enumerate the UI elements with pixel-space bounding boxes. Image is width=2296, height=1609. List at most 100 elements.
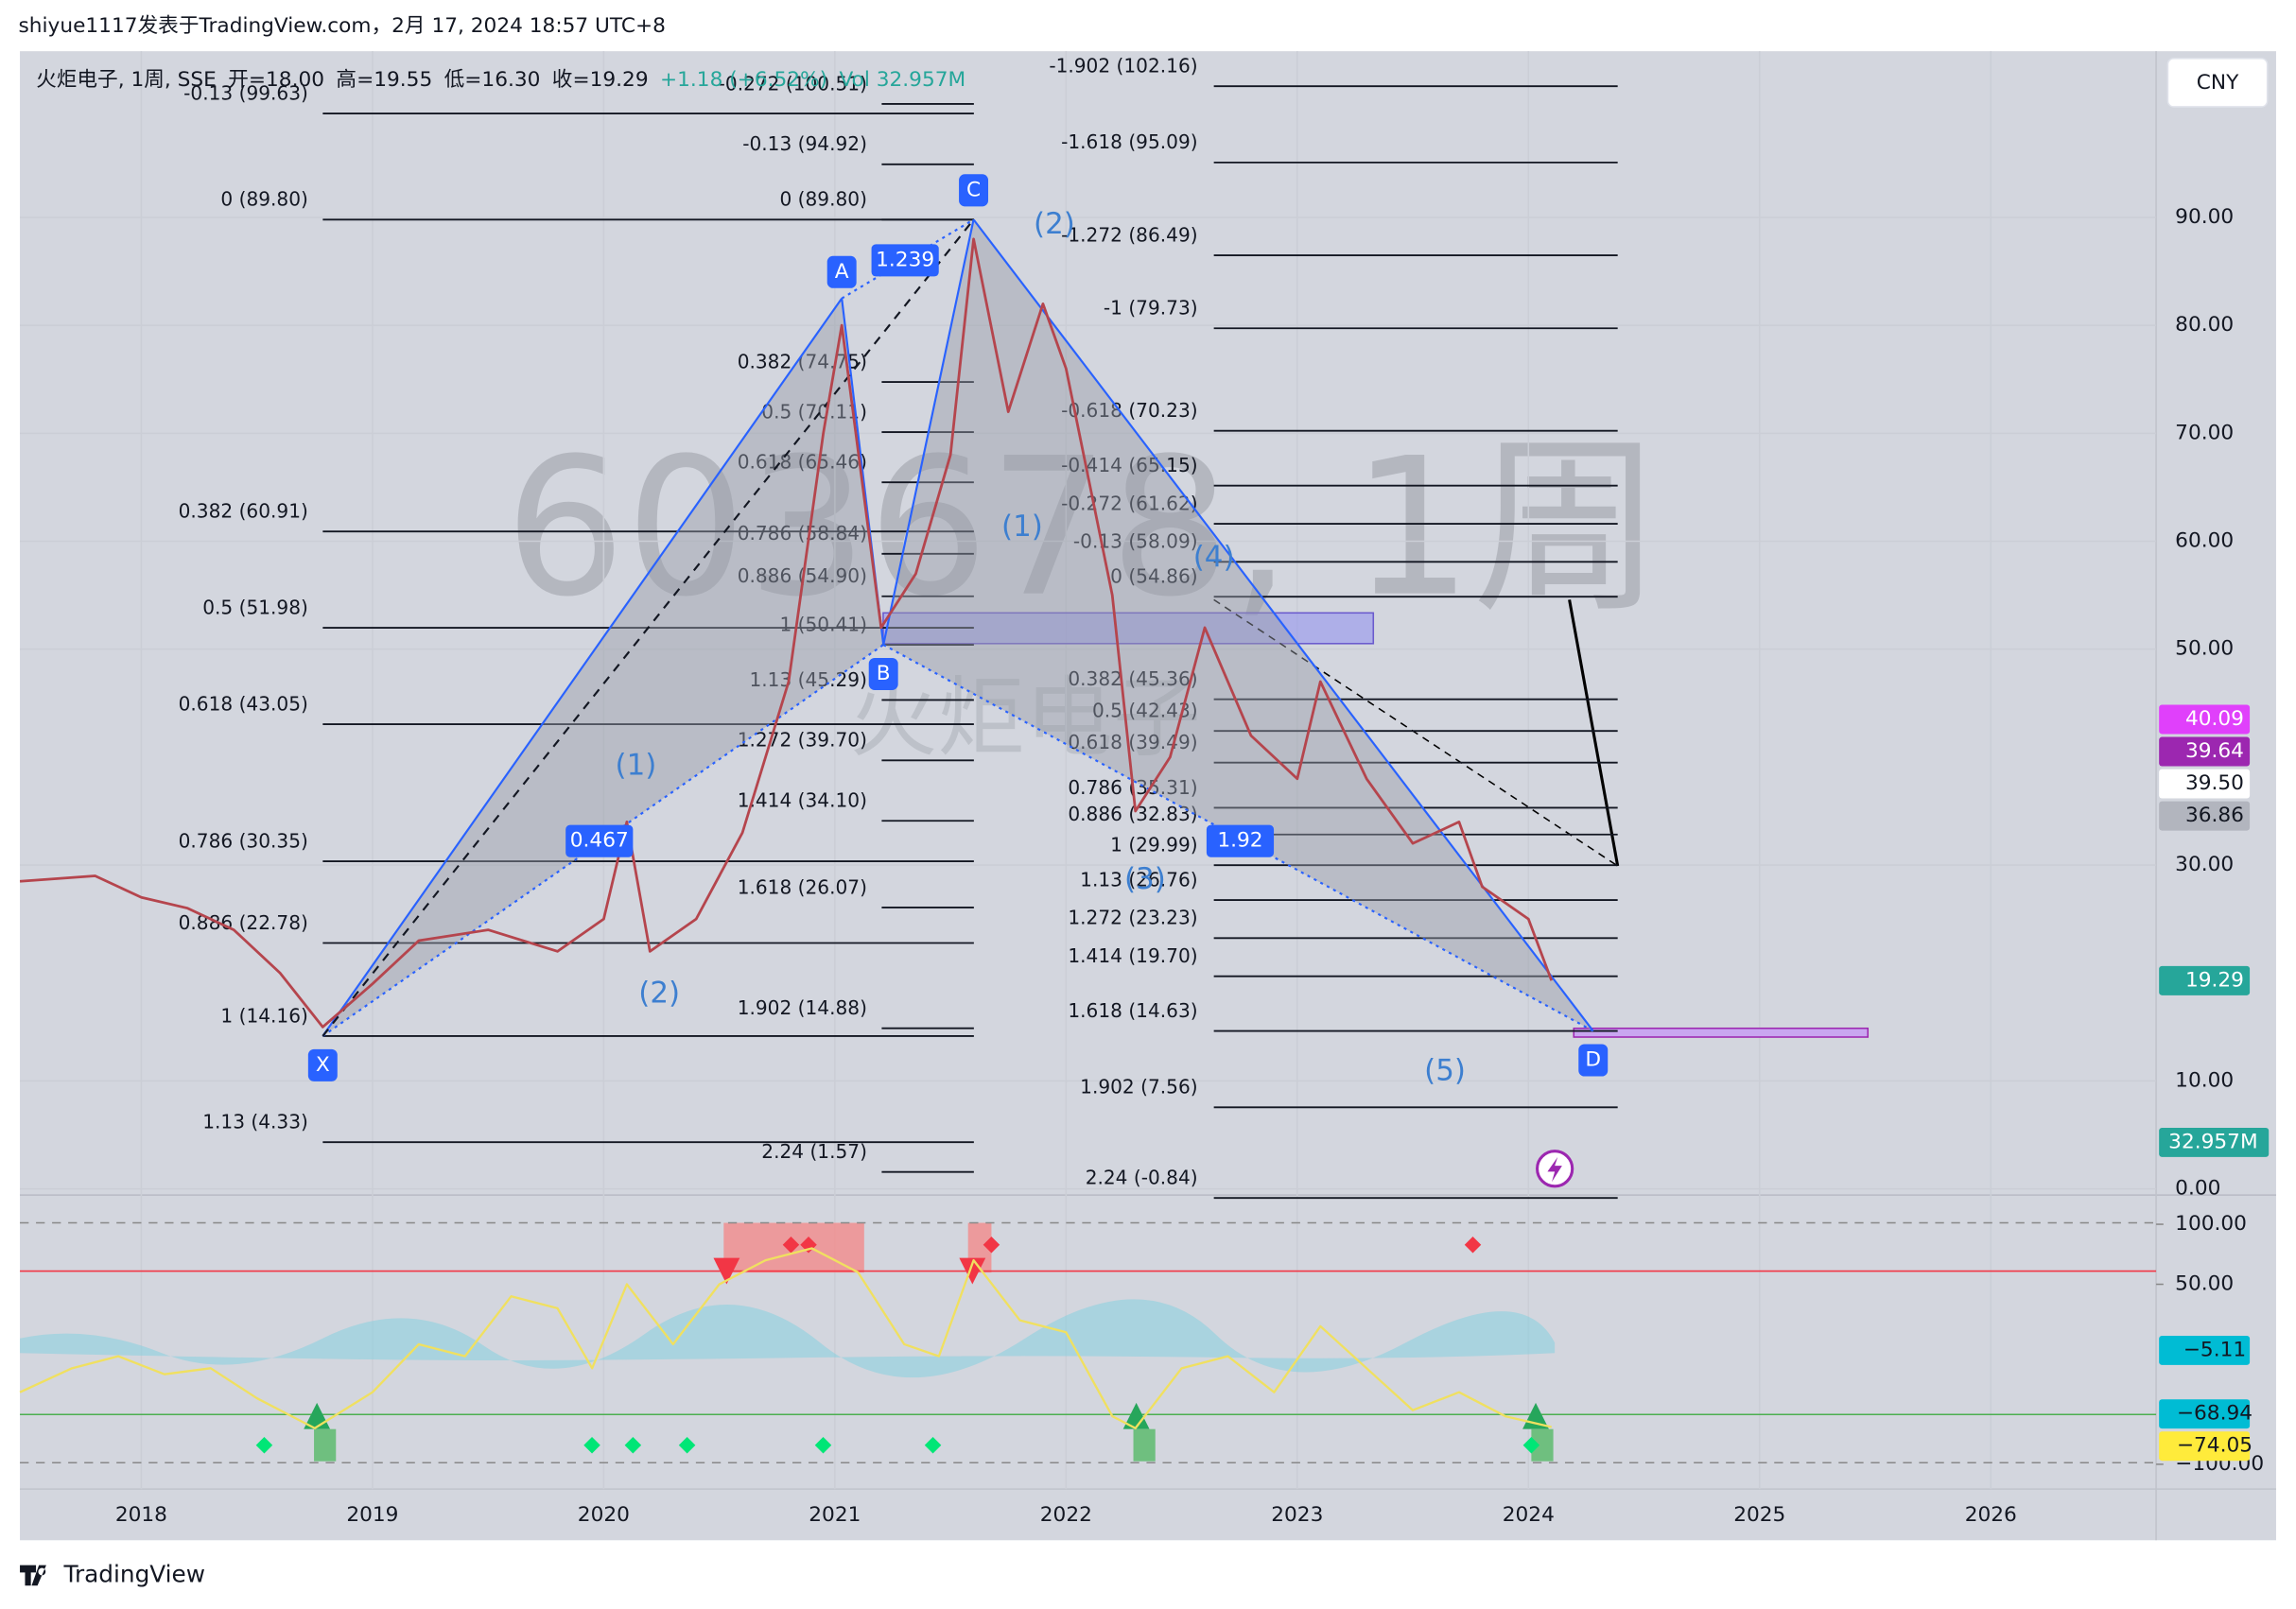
- pattern-leg: [882, 219, 975, 646]
- price-badge: [2159, 1335, 2251, 1365]
- brand-name: TradingView: [62, 1560, 205, 1587]
- legend-item: 收=19.29: [552, 68, 649, 92]
- point-badge: [959, 174, 989, 207]
- fib-label: -0.13 (94.92): [742, 132, 867, 155]
- ratio-badge: [1206, 824, 1275, 857]
- fib-label: 0 (89.80): [779, 188, 866, 211]
- price-badge-label: 40.09: [2185, 707, 2244, 731]
- fib-label: -1 (79.73): [1104, 297, 1198, 320]
- price-badge-label: −5.11: [2183, 1338, 2246, 1361]
- ratio-badge: [565, 824, 634, 857]
- chart-area: [20, 51, 2276, 1541]
- fib-label: 1.902 (14.88): [738, 996, 867, 1019]
- wave-label: (4): [1193, 541, 1235, 575]
- fib-label: 1.13 (4.33): [202, 1111, 308, 1133]
- y-tick-label: 70.00: [2175, 421, 2234, 444]
- diamond: [1464, 1236, 1482, 1254]
- y-tick-label: 50.00: [2175, 1272, 2234, 1296]
- fib-label: 0.618 (65.46): [738, 451, 867, 474]
- fib-label: -1.902 (102.16): [1049, 55, 1197, 78]
- fib-label: 0.382 (60.91): [179, 500, 308, 523]
- volume-badge: [2159, 1127, 2270, 1157]
- fib-label: 1.272 (23.23): [1068, 907, 1197, 929]
- wave-label: (2): [638, 977, 680, 1011]
- currency-button[interactable]: [2166, 58, 2269, 108]
- fib-label: 1.618 (14.63): [1068, 999, 1197, 1022]
- diamond: [983, 1236, 1000, 1254]
- fib-label: 1.414 (34.10): [738, 789, 867, 812]
- x-tick-label: 2021: [809, 1503, 861, 1527]
- diamond: [814, 1436, 832, 1454]
- main-layer: -0.13 (99.63) 0 (89.80) 0.382 (60.91) 0.5 (…: [19, 55, 2270, 1200]
- fib-label: -0.618 (70.23): [1061, 399, 1197, 422]
- legend-item: 低=16.30: [444, 68, 541, 92]
- point-label: B: [877, 662, 891, 685]
- signal-zone: [314, 1428, 337, 1462]
- x-tick-label: 2019: [346, 1503, 398, 1527]
- price-badge-label: 36.86: [2185, 804, 2244, 827]
- point-label: X: [316, 1053, 330, 1077]
- x-tick-label: 2020: [578, 1503, 630, 1527]
- fib-label: 0.786 (58.84): [738, 522, 867, 545]
- header-text: shiyue1117发表于TradingView.com，2月 17, 2024…: [19, 14, 666, 38]
- drawing-line: [1568, 599, 1620, 867]
- watermark-sub: 火炬电子: [849, 666, 1200, 769]
- fib-label: 1.618 (26.07): [738, 875, 867, 898]
- diamond: [624, 1436, 642, 1454]
- x-tick-label: 2023: [1271, 1503, 1323, 1527]
- brand-logo: [20, 1565, 46, 1586]
- oscillator-line: [19, 1247, 1553, 1429]
- price-badge-label: 19.29: [2185, 968, 2244, 992]
- point-badge: [307, 1048, 338, 1081]
- fib-label: 0.886 (22.78): [179, 911, 308, 934]
- x-tick-label: 2022: [1040, 1503, 1092, 1527]
- y-tick-label: 60.00: [2175, 529, 2234, 553]
- x-tick-label: 2024: [1503, 1503, 1555, 1527]
- alert-icon-bolt: [1547, 1156, 1562, 1183]
- diamond: [678, 1436, 696, 1454]
- fib-label: 1.13 (45.29): [749, 668, 866, 691]
- x-tick-label: 2025: [1733, 1503, 1785, 1527]
- point-badge: [826, 255, 857, 288]
- price-badge: [2159, 1399, 2251, 1429]
- pattern-leg: [322, 298, 844, 1037]
- legend-item: 高=19.55: [336, 68, 432, 92]
- fib-label: 0 (54.86): [1110, 565, 1197, 588]
- price-badge: [2159, 704, 2251, 735]
- wave-label: (1): [616, 748, 657, 782]
- pattern-fill: [322, 298, 884, 1036]
- sell-signal: [959, 1257, 986, 1285]
- ratio-label: 1.92: [1217, 829, 1262, 853]
- legend-item: 开=18.00: [228, 68, 324, 92]
- fib-label: 1.902 (7.56): [1080, 1076, 1197, 1099]
- point-badge: [868, 657, 898, 690]
- fib-label: 1.414 (19.70): [1068, 944, 1197, 967]
- wave-label: (1): [1001, 510, 1043, 544]
- x-tick-label: 2018: [115, 1503, 167, 1527]
- wave-label: (5): [1424, 1054, 1466, 1088]
- wave-label: (3): [1124, 862, 1166, 896]
- y-tick-label: 80.00: [2175, 313, 2234, 337]
- fib-label: 0 (89.80): [220, 188, 307, 211]
- point-label: D: [1585, 1048, 1601, 1072]
- fib-label: 0.618 (43.05): [179, 692, 308, 715]
- price-badge-label: 39.64: [2185, 739, 2244, 763]
- price-line: [19, 237, 1554, 1029]
- currency-label[interactable]: CNY: [2197, 71, 2239, 95]
- fib-label: 0.786 (30.35): [179, 829, 308, 852]
- fib-label: 0.886 (32.83): [1068, 803, 1197, 825]
- fib-label: -1.618 (95.09): [1061, 130, 1197, 153]
- sell-signal: [713, 1257, 740, 1285]
- fib-label: -0.272 (100.51): [719, 72, 867, 95]
- y-tick-label: 10.00: [2175, 1068, 2234, 1092]
- fib-label: 0.5 (51.98): [202, 596, 308, 618]
- ratio-label: 1.239: [876, 248, 934, 271]
- y-tick-label: 90.00: [2175, 205, 2234, 229]
- y-tick-label: 50.00: [2175, 637, 2234, 661]
- grid-layer: 2018 2019 2020 2021 2022 2023 2024 2025 2026 0.00…: [20, 51, 2234, 1527]
- legend-item: +1.18 (+6.52%): [660, 68, 827, 92]
- volume-badge-label: 32.957M: [2168, 1130, 2257, 1153]
- price-badge-label: 39.50: [2185, 771, 2244, 795]
